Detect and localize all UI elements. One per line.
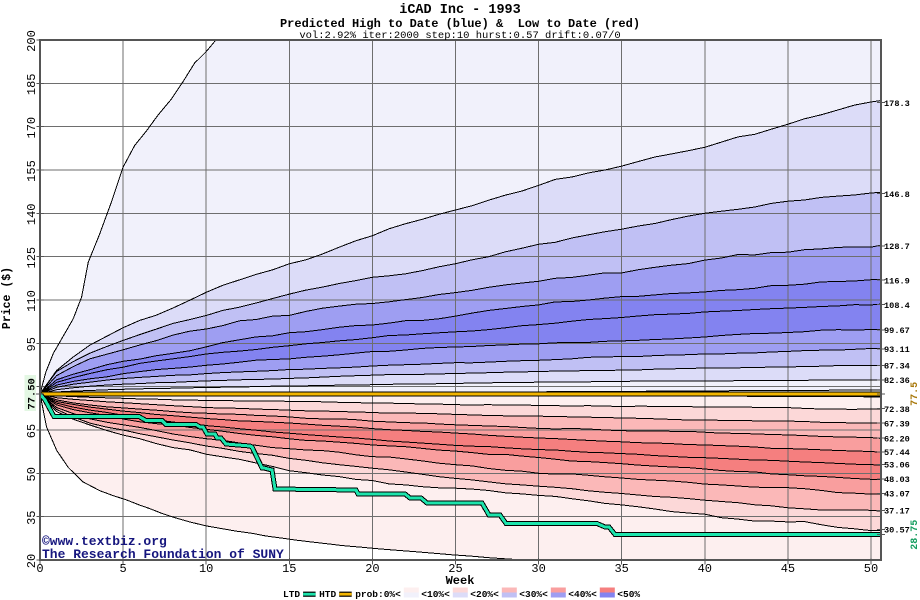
- svg-text:15: 15: [282, 562, 296, 576]
- svg-text:87.34: 87.34: [884, 362, 910, 372]
- svg-text:57.44: 57.44: [884, 448, 910, 458]
- svg-text:72.38: 72.38: [884, 405, 910, 415]
- svg-text:99.67: 99.67: [884, 326, 910, 336]
- svg-text:67.39: 67.39: [884, 419, 910, 429]
- svg-text:108.4: 108.4: [884, 301, 910, 311]
- svg-text:125: 125: [25, 247, 39, 269]
- svg-text:82.36: 82.36: [884, 376, 910, 386]
- svg-text:170: 170: [25, 117, 39, 139]
- svg-text:185: 185: [25, 73, 39, 95]
- svg-text:<20%<: <20%<: [470, 589, 499, 600]
- svg-text:28.75: 28.75: [910, 520, 920, 550]
- svg-text:<40%<: <40%<: [568, 589, 597, 600]
- svg-text:37.17: 37.17: [884, 507, 910, 517]
- svg-text:iCAD Inc - 1993: iCAD Inc - 1993: [399, 3, 521, 18]
- svg-text:LTD: LTD: [283, 589, 300, 600]
- svg-text:<10%<: <10%<: [421, 589, 450, 600]
- svg-text:65: 65: [25, 424, 39, 438]
- svg-text:prob:0%<: prob:0%<: [355, 589, 401, 600]
- svg-text:77.5: 77.5: [910, 382, 920, 406]
- svg-text:50: 50: [864, 562, 878, 576]
- svg-text:43.07: 43.07: [884, 490, 910, 500]
- svg-text:Price ($): Price ($): [1, 267, 14, 329]
- svg-text:Week: Week: [446, 574, 475, 588]
- svg-text:HTD: HTD: [319, 589, 336, 600]
- svg-text:93.11: 93.11: [884, 345, 910, 355]
- svg-text:<50%: <50%: [617, 589, 640, 600]
- svg-text:77.50: 77.50: [27, 378, 39, 410]
- svg-text:25: 25: [448, 562, 462, 576]
- svg-text:50: 50: [25, 467, 39, 481]
- svg-text:0: 0: [36, 562, 43, 576]
- svg-text:128.7: 128.7: [884, 242, 910, 252]
- svg-text:35: 35: [25, 510, 39, 524]
- svg-text:20: 20: [365, 562, 379, 576]
- svg-text:62.20: 62.20: [884, 434, 910, 444]
- svg-text:40: 40: [698, 562, 712, 576]
- svg-text:95: 95: [25, 337, 39, 351]
- svg-text:140: 140: [25, 203, 39, 225]
- svg-text:20: 20: [25, 554, 39, 568]
- svg-text:10: 10: [199, 562, 213, 576]
- svg-text:5: 5: [119, 562, 126, 576]
- svg-text:155: 155: [25, 160, 39, 182]
- svg-text:30.57: 30.57: [884, 526, 910, 536]
- svg-text:178.3: 178.3: [884, 99, 910, 109]
- svg-text:45: 45: [781, 562, 795, 576]
- svg-text:48.03: 48.03: [884, 475, 910, 485]
- svg-text:53.06: 53.06: [884, 461, 910, 471]
- svg-text:200: 200: [25, 30, 39, 52]
- svg-text:116.9: 116.9: [884, 276, 910, 286]
- svg-text:Predicted High to Date (blue): Predicted High to Date (blue) & Low to D…: [280, 17, 640, 31]
- svg-text:The Research Foundation of SUN: The Research Foundation of SUNY: [42, 547, 284, 562]
- svg-text:110: 110: [25, 290, 39, 312]
- svg-text:©www.textbiz.org: ©www.textbiz.org: [42, 534, 167, 549]
- svg-text:vol:2.92% iter:2000 step:10 hu: vol:2.92% iter:2000 step:10 hurst:0.57 d…: [299, 30, 620, 42]
- svg-text:35: 35: [614, 562, 628, 576]
- svg-text:30: 30: [531, 562, 545, 576]
- svg-text:<30%<: <30%<: [519, 589, 548, 600]
- svg-text:146.8: 146.8: [884, 190, 910, 200]
